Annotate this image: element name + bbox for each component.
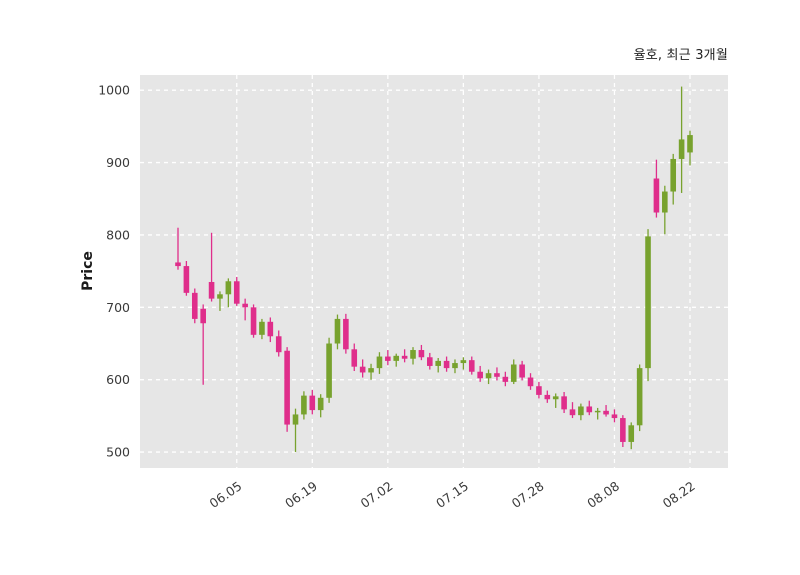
- candle: [645, 236, 651, 369]
- candle: [359, 366, 366, 373]
- x-tick-label: 06.05: [207, 478, 245, 511]
- candle: [301, 395, 307, 415]
- candle: [502, 376, 509, 382]
- candle: [242, 303, 248, 308]
- x-tick-label: 06.19: [282, 478, 320, 511]
- candle: [485, 373, 492, 379]
- candle: [418, 350, 425, 358]
- candle: [275, 336, 282, 353]
- candle: [586, 406, 593, 413]
- y-tick-label: 900: [106, 155, 130, 170]
- candle: [376, 356, 383, 369]
- x-tick-label: 07.02: [358, 478, 396, 511]
- x-tick-label: 08.08: [584, 478, 622, 511]
- candle: [670, 158, 677, 192]
- candle: [561, 396, 567, 410]
- candle: [620, 418, 626, 442]
- y-tick-label: 1000: [98, 83, 130, 98]
- candle: [510, 364, 517, 382]
- candle: [284, 350, 290, 425]
- y-tick-label: 600: [106, 372, 130, 387]
- candle: [636, 368, 643, 426]
- candle: [544, 394, 551, 400]
- candle: [292, 414, 299, 425]
- candle: [200, 308, 206, 324]
- candle: [653, 178, 660, 213]
- x-tick-label: 07.15: [433, 478, 471, 511]
- candle: [628, 425, 635, 442]
- candle: [578, 406, 584, 416]
- candle: [309, 395, 316, 411]
- candle: [410, 350, 416, 359]
- candle: [477, 371, 483, 379]
- x-tick-label: 08.22: [660, 478, 698, 511]
- candle: [603, 410, 609, 415]
- candle: [662, 191, 668, 213]
- candle: [208, 281, 215, 299]
- candle: [225, 281, 232, 295]
- candle: [183, 266, 190, 293]
- candle: [427, 357, 433, 366]
- candle: [443, 360, 450, 369]
- candle: [351, 349, 358, 367]
- y-axis-label: Price: [80, 251, 96, 291]
- candle: [393, 355, 400, 361]
- candle: [217, 294, 223, 299]
- candle: [401, 355, 408, 359]
- candle: [317, 397, 324, 411]
- candle: [536, 386, 542, 395]
- candle: [191, 292, 198, 319]
- y-tick-label: 500: [106, 445, 130, 460]
- y-tick-label: 800: [106, 227, 130, 242]
- candle: [368, 368, 374, 373]
- candle: [527, 377, 534, 387]
- candle: [259, 321, 265, 335]
- candle: [250, 307, 257, 335]
- candle: [175, 262, 181, 267]
- candle: [519, 364, 525, 378]
- candle: [678, 139, 685, 159]
- candle: [687, 135, 693, 153]
- candle: [385, 356, 391, 361]
- candle: [435, 360, 441, 366]
- y-tick-label: 700: [106, 300, 130, 315]
- candle: [233, 281, 240, 304]
- candle: [334, 318, 341, 344]
- x-tick-label: 07.28: [509, 478, 547, 511]
- candle: [594, 410, 601, 413]
- candle: [552, 396, 559, 400]
- candle: [468, 360, 475, 372]
- candle: [460, 360, 467, 364]
- chart-title: 율호, 최근 3개월: [633, 48, 728, 63]
- candle: [267, 321, 274, 337]
- candle: [343, 318, 349, 350]
- candle: [569, 409, 576, 416]
- candle: [326, 343, 332, 398]
- candle: [611, 414, 618, 419]
- candle: [494, 373, 500, 377]
- candle: [452, 363, 458, 369]
- plot-background: [140, 75, 728, 468]
